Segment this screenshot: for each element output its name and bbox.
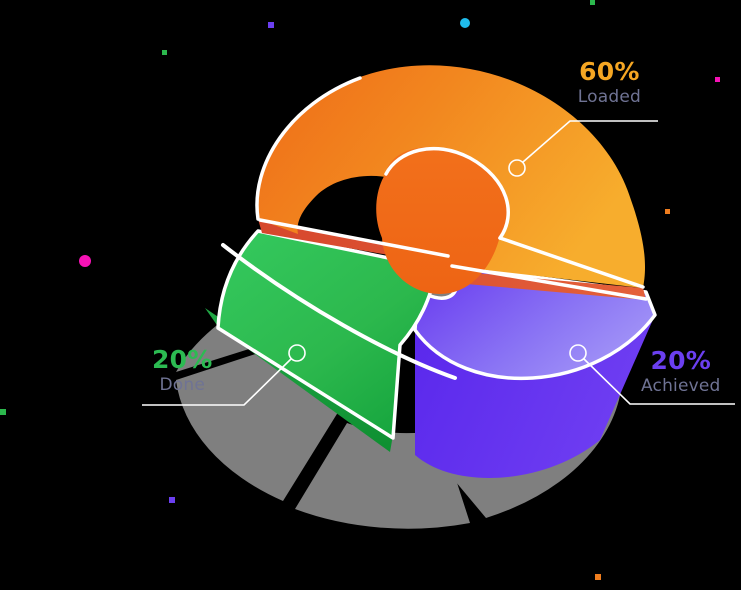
- label-loaded: 60% Loaded: [578, 59, 641, 106]
- label-done: 20% Done: [152, 347, 212, 394]
- magenta-square-dot: [715, 77, 720, 82]
- slice-loaded-seam-left: [258, 218, 450, 258]
- label-achieved-caption: Achieved: [641, 376, 721, 396]
- callout-loaded: [508, 120, 658, 177]
- label-achieved: 20% Achieved: [641, 348, 721, 395]
- callout-achieved-line: [583, 358, 735, 405]
- cyan-circle-dot: [460, 18, 470, 28]
- callout-loaded-line: [522, 120, 658, 163]
- slice-loaded-inner-edge: [384, 146, 510, 240]
- label-done-percent: 20%: [152, 345, 213, 374]
- green-square-left-dot: [0, 409, 6, 415]
- callout-achieved-dot: [569, 344, 587, 362]
- green-square-dot: [162, 50, 167, 55]
- purple-square-dot: [268, 22, 274, 28]
- orange-square-right-dot: [665, 209, 670, 214]
- callout-achieved: [569, 344, 735, 405]
- orange-square-bottom-dot: [595, 574, 601, 580]
- callout-done-line: [142, 358, 292, 406]
- slice-done-divider: [221, 243, 457, 380]
- magenta-circle-dot: [79, 255, 91, 267]
- callout-loaded-dot: [508, 159, 526, 177]
- label-achieved-percent: 20%: [650, 346, 711, 375]
- slice-loaded-outer-edge: [255, 76, 362, 221]
- slice-loaded[interactable]: [255, 65, 648, 301]
- label-loaded-caption: Loaded: [577, 87, 641, 107]
- callout-done-dot: [288, 344, 306, 362]
- slice-loaded-seam-right: [498, 236, 645, 289]
- slice-loaded-inner-wall: [376, 146, 508, 294]
- callout-done: [142, 344, 306, 406]
- purple-square-bottom-dot: [169, 497, 175, 503]
- slice-achieved-side: [415, 315, 655, 478]
- slice-loaded-seam-right-lower: [450, 264, 648, 301]
- label-loaded-percent: 60%: [579, 57, 640, 86]
- label-done-caption: Done: [159, 375, 205, 395]
- green-square-top-dot: [590, 0, 595, 5]
